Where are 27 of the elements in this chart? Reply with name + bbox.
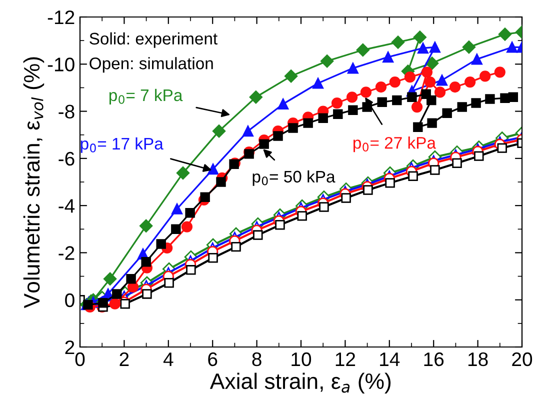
y-axis-title: Volumetric strain, ε$_{vol}$ (%) (23, 57, 44, 308)
y-tick-label: 0 (65, 293, 74, 308)
annotation: Solid: experiment (90, 32, 218, 48)
annotation: p$_{0}$= 7 kPa (109, 88, 183, 104)
x-tick-label: 10 (292, 352, 312, 366)
x-tick-label: 20 (512, 352, 532, 366)
x-tick-label: 6 (208, 352, 218, 366)
x-tick-label: 14 (380, 352, 400, 366)
x-tick-label: 16 (424, 352, 444, 366)
x-tick-label: 18 (468, 352, 488, 366)
y-tick-label: -4 (58, 199, 75, 213)
x-tick-label: 8 (252, 352, 262, 366)
annotation: p$_{0}$= 50 kPa (252, 170, 336, 186)
y-tick-label: -12 (48, 10, 74, 24)
x-tick-label: 0 (75, 352, 85, 366)
y-tick-label: -10 (48, 58, 74, 72)
x-tick-label: 4 (163, 352, 174, 366)
y-tick-label: -2 (58, 246, 74, 260)
y-tick-label: -6 (58, 152, 74, 166)
y-tick-label: -8 (58, 104, 74, 119)
x-tick-label: 12 (336, 352, 356, 366)
y-tick-label: 2 (65, 340, 74, 354)
annotation: p$_{0}$= 17 kPa (80, 137, 164, 153)
x-axis-title: Axial strain, ε$_{a}$ (%) (210, 372, 391, 394)
annotation: p$_{0}$= 27 kPa (354, 136, 436, 152)
annotation: Open: simulation (90, 57, 213, 73)
x-tick-label: 2 (120, 352, 129, 366)
